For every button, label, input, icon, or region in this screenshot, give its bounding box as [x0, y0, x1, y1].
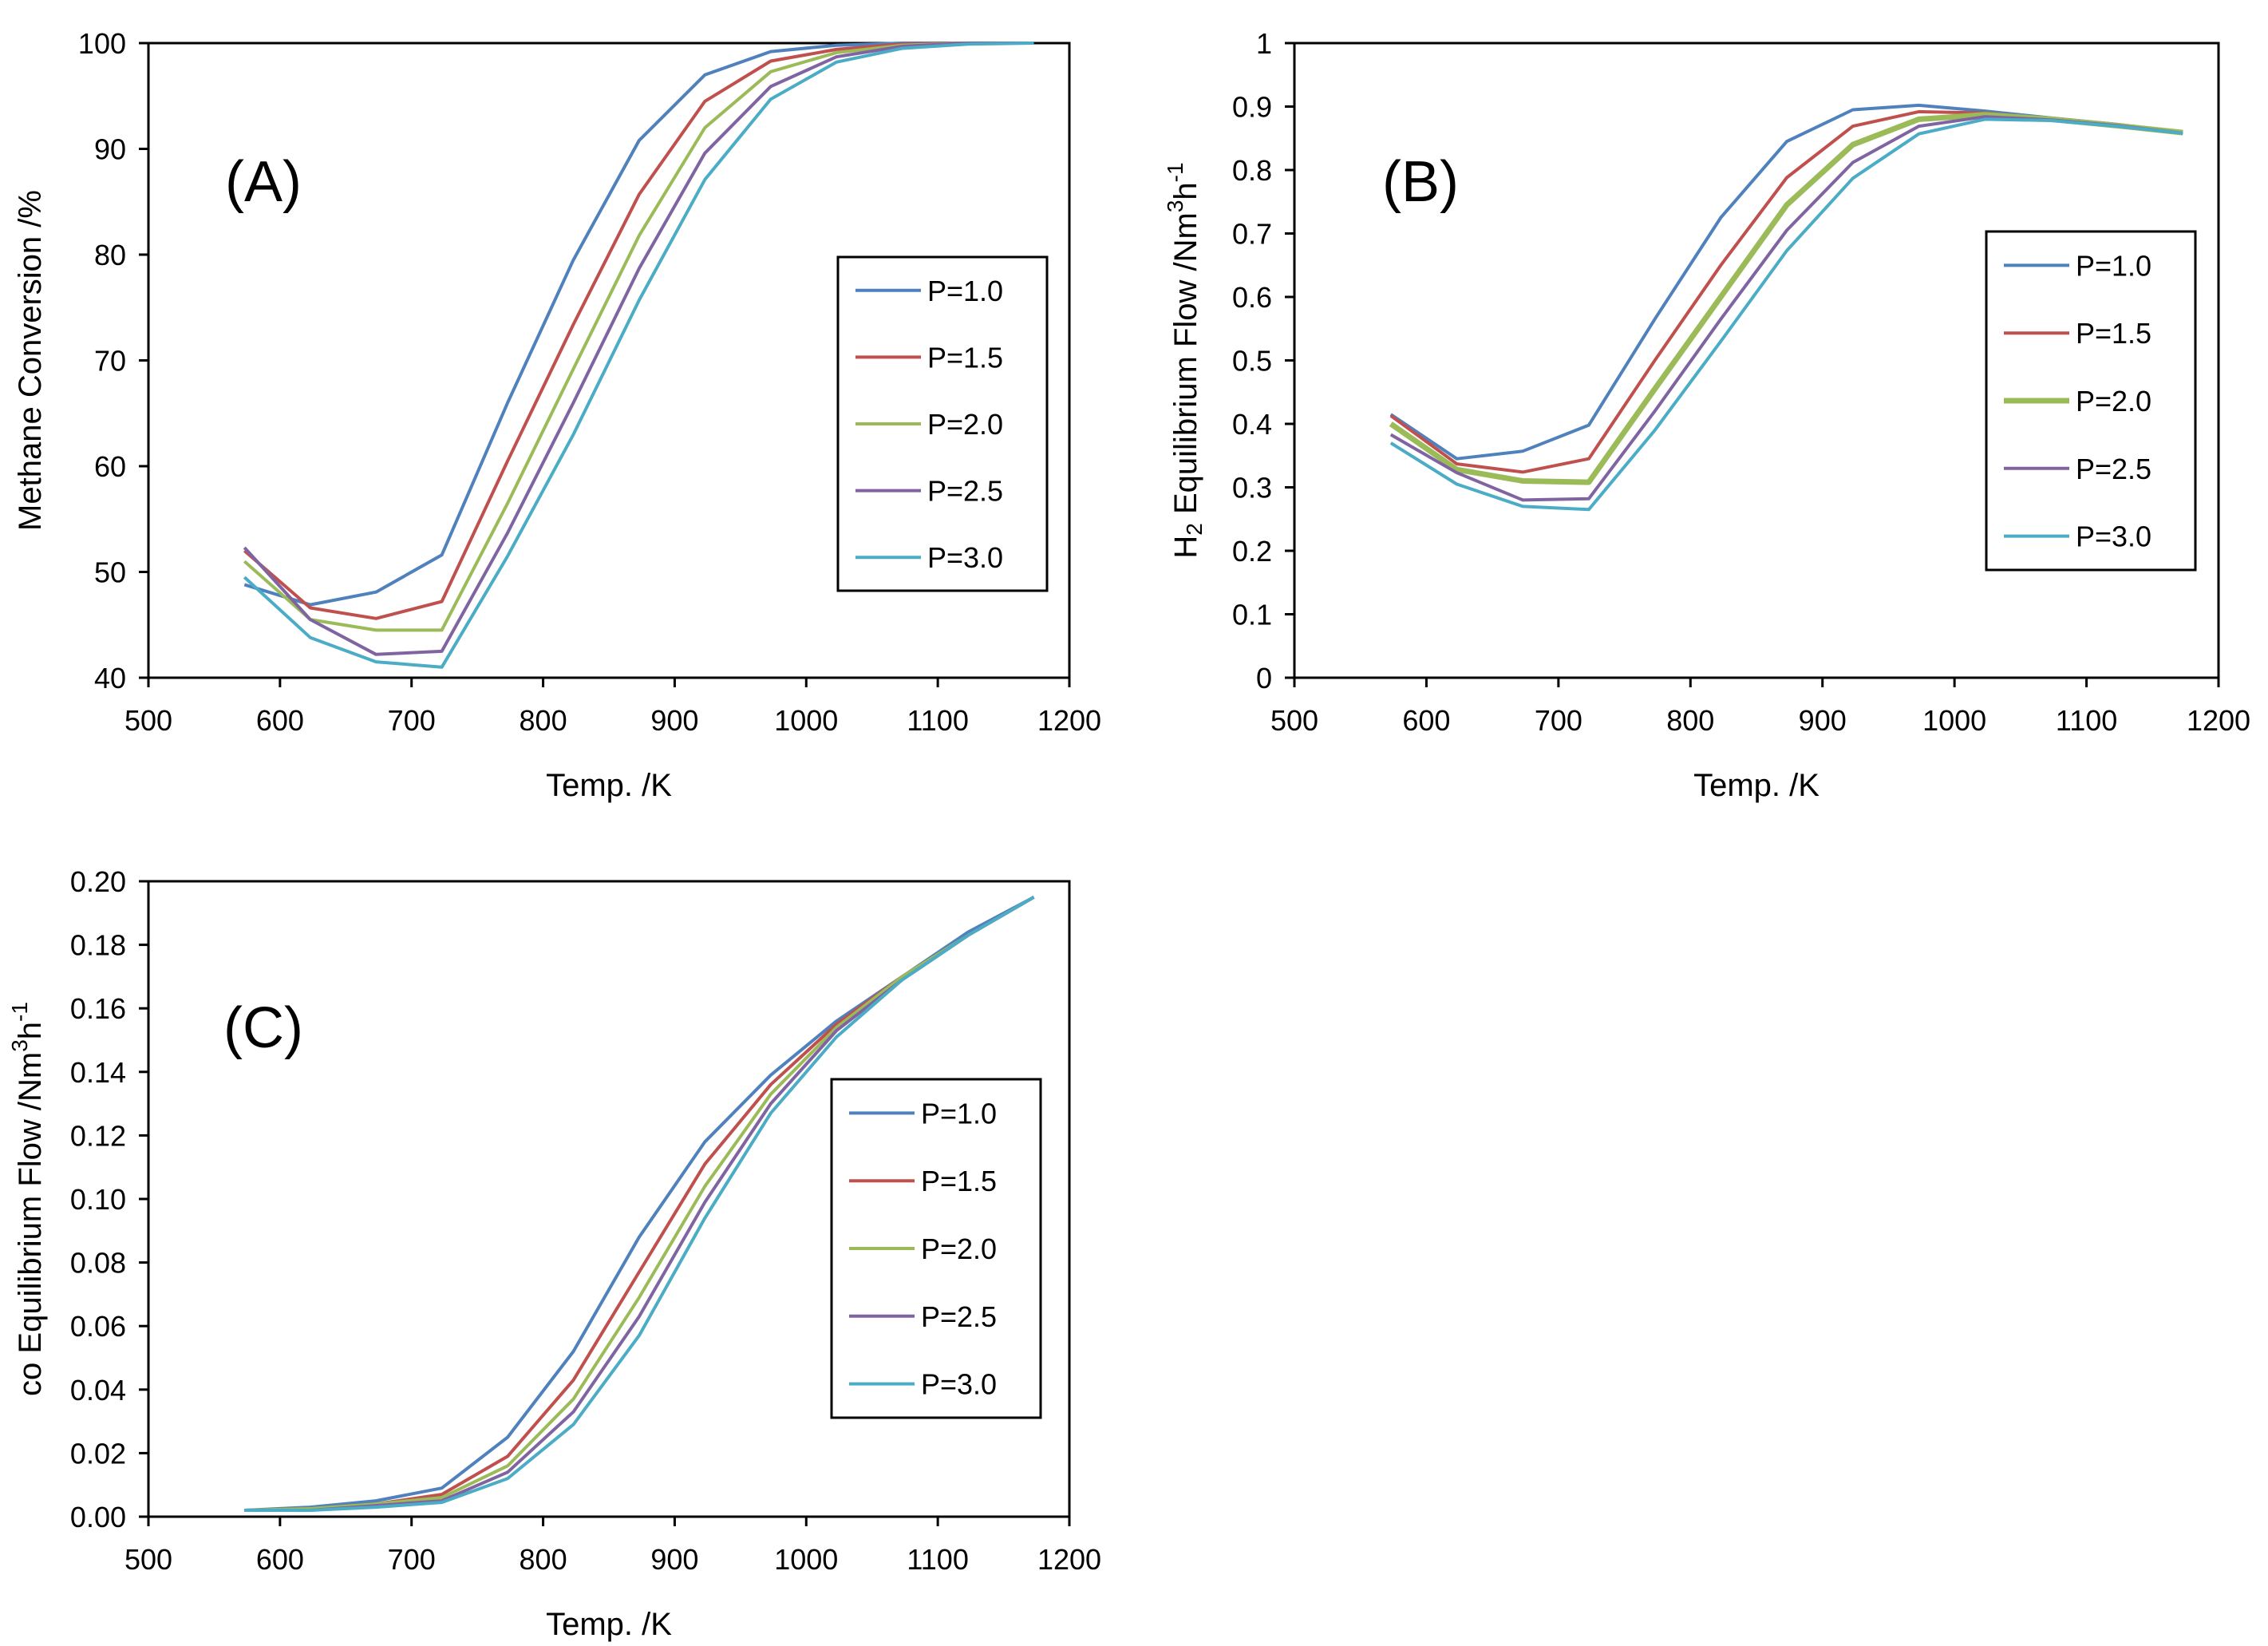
- x-axis-title: Temp. /K: [546, 768, 672, 803]
- legend: P=1.0 P=1.5 P=2.0 P=2.5 P=3.0: [836, 255, 1049, 592]
- legend-label: P=2.5: [927, 475, 1003, 508]
- y-tick-label: 0.20: [70, 865, 126, 898]
- y-tick-label: 0.16: [70, 992, 126, 1025]
- x-tick-label: 500: [1270, 704, 1318, 737]
- x-tick-label: 1000: [774, 1543, 838, 1576]
- chart-panel-a: 500 600 700 800 900 1000 1100 1200 40 50 60 70 80 90 1…: [13, 27, 1101, 803]
- x-tick-label: 800: [520, 1543, 567, 1576]
- legend-label: P=1.0: [2076, 249, 2151, 282]
- x-tick-label: 1200: [1037, 1543, 1101, 1576]
- x-tick-label: 1000: [774, 704, 838, 737]
- y-tick-label: 0.02: [70, 1437, 126, 1470]
- y-tick-label: 100: [78, 27, 126, 60]
- y-axis-title: Methane Conversion /%: [13, 190, 48, 531]
- legend-label: P=2.5: [2076, 453, 2151, 485]
- x-tick-label: 1100: [907, 1543, 968, 1576]
- legend-label: P=1.5: [927, 341, 1003, 374]
- legend-label: P=1.5: [921, 1165, 997, 1197]
- y-tick-label: 0.3: [1232, 472, 1272, 504]
- x-tick-label: 600: [256, 1543, 304, 1576]
- legend-label: P=2.0: [2076, 385, 2151, 417]
- legend-label: P=2.5: [921, 1300, 997, 1333]
- x-tick-label: 900: [1799, 704, 1847, 737]
- legend-label: P=2.0: [921, 1233, 997, 1265]
- legend-label: P=3.0: [927, 541, 1003, 574]
- y-tick-label: 0.4: [1232, 408, 1272, 441]
- x-tick-label: 500: [124, 1543, 172, 1576]
- y-tick-label: 0.14: [70, 1056, 126, 1089]
- x-axis-title: Temp. /K: [546, 1607, 672, 1642]
- x-tick-label: 1100: [2056, 704, 2117, 737]
- y-tick-label: 0.7: [1232, 218, 1272, 251]
- legend-label: P=1.0: [921, 1097, 997, 1130]
- x-tick-label: 500: [124, 704, 172, 737]
- y-tick-label: 0.2: [1232, 535, 1272, 568]
- y-tick-label: 0.18: [70, 929, 126, 962]
- legend: P=1.0 P=1.5 P=2.0 P=2.5 P=3.0: [830, 1078, 1042, 1419]
- x-tick-label: 700: [1535, 704, 1582, 737]
- y-tick-label: 0.10: [70, 1183, 126, 1216]
- y-tick-label: 40: [94, 662, 126, 694]
- y-tick-label: 0.5: [1232, 345, 1272, 378]
- y-tick-label: 0.1: [1232, 599, 1272, 631]
- y-tick-label: 90: [94, 133, 126, 166]
- panel-label: (C): [223, 996, 303, 1060]
- legend-label: P=1.0: [927, 275, 1003, 307]
- y-tick-label: 50: [94, 556, 126, 589]
- y-tick-label: 0.8: [1232, 154, 1272, 187]
- y-tick-label: 1: [1256, 27, 1272, 60]
- x-axis-title: Temp. /K: [1693, 768, 1820, 803]
- x-tick-label: 900: [650, 704, 698, 737]
- y-tick-label: 70: [94, 345, 126, 378]
- x-tick-label: 700: [388, 1543, 436, 1576]
- chart-panel-c: 500 600 700 800 900 1000 1100 1200 0.00 0.02 0.04 0…: [7, 865, 1102, 1642]
- y-tick-label: 0.08: [70, 1247, 126, 1280]
- x-tick-label: 1200: [1037, 704, 1101, 737]
- x-tick-label: 800: [520, 704, 567, 737]
- panel-label: (A): [225, 150, 302, 214]
- y-tick-label: 80: [94, 239, 126, 271]
- legend-label: P=3.0: [921, 1368, 997, 1401]
- y-tick-label: 0.04: [70, 1374, 126, 1407]
- chart-panel-b: 500 600 700 800 900 1000 1100 1200 0 0.1 0.2 0.3 0.4…: [1163, 27, 2251, 803]
- y-tick-label: 0.12: [70, 1119, 126, 1152]
- x-tick-label: 900: [650, 1543, 698, 1576]
- legend-label: P=1.5: [2076, 317, 2151, 350]
- x-tick-label: 600: [1402, 704, 1450, 737]
- y-tick-label: 0.06: [70, 1310, 126, 1343]
- x-tick-label: 1100: [907, 704, 968, 737]
- panel-label: (B): [1382, 150, 1459, 214]
- y-tick-label: 0: [1256, 662, 1272, 694]
- y-tick-label: 0.9: [1232, 91, 1272, 124]
- x-tick-label: 600: [256, 704, 304, 737]
- y-axis-title: H2 Equilibrium Flow /Nm3h-1: [1163, 162, 1207, 558]
- x-tick-label: 700: [388, 704, 436, 737]
- y-tick-label: 0.00: [70, 1501, 126, 1533]
- x-tick-label: 800: [1666, 704, 1714, 737]
- legend-label: P=2.0: [927, 408, 1003, 441]
- y-tick-label: 0.6: [1232, 281, 1272, 314]
- x-tick-label: 1200: [2187, 704, 2250, 737]
- legend: P=1.0 P=1.5 P=2.0 P=2.5 P=3.0: [1985, 230, 2197, 572]
- x-tick-label: 1000: [1922, 704, 1986, 737]
- legend-label: P=3.0: [2076, 520, 2151, 553]
- y-tick-label: 60: [94, 450, 126, 483]
- y-axis-title: co Equilibrium Flow /Nm3h-1: [7, 1002, 49, 1396]
